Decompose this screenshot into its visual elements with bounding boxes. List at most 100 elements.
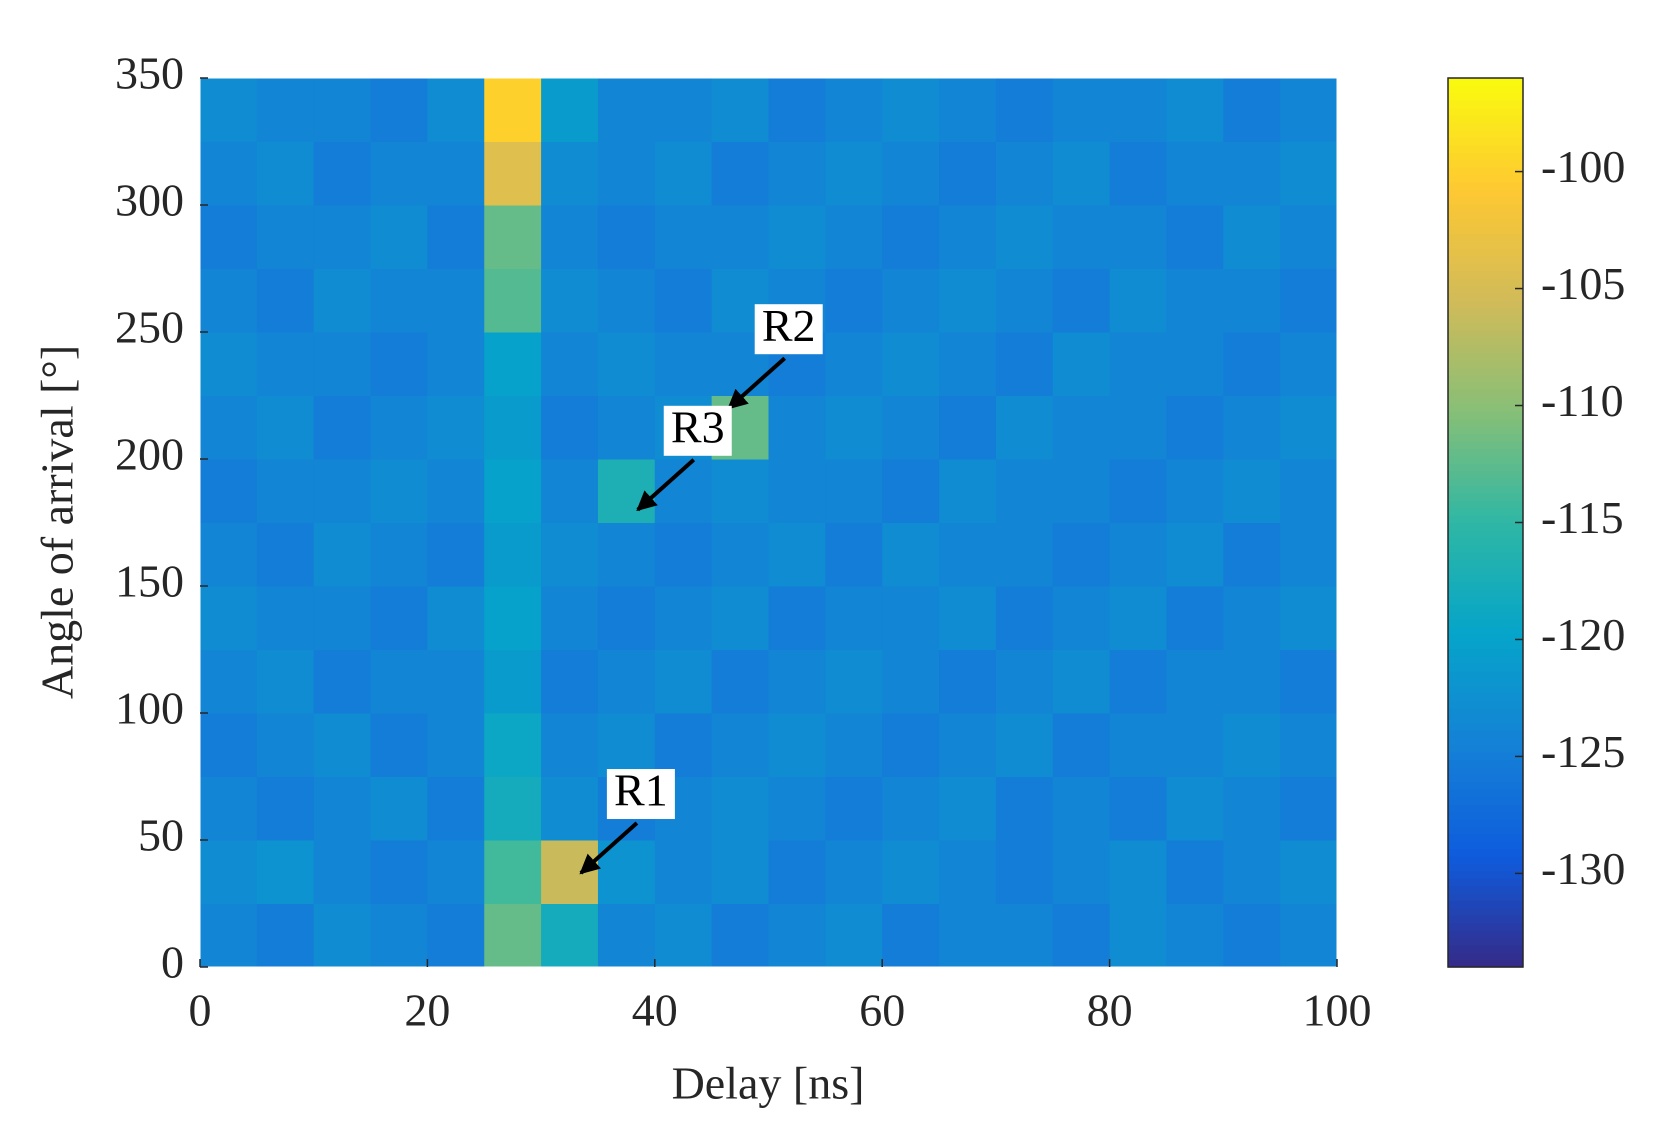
heat-cell [1109,205,1167,269]
heat-cell [597,586,656,650]
heat-cell [768,776,826,841]
heat-cell [484,776,542,841]
heat-cell [370,395,428,460]
colorbar-segment [1448,796,1523,805]
heat-cell [825,268,883,333]
colorbar-segment [1448,552,1523,561]
colorbar-segment [1448,492,1523,501]
colorbar-segment [1448,611,1523,620]
heat-cell [484,840,542,904]
heat-cell [1166,459,1224,523]
colorbar-segment [1448,455,1523,464]
heat-cell [654,78,713,142]
heat-cell [995,141,1054,206]
heat-cell [427,141,485,206]
colorbar-segment [1448,959,1523,968]
heat-cell [1223,903,1281,968]
heat-cell [427,205,485,269]
heat-cell [939,649,997,714]
heat-cell [1166,205,1224,269]
colorbar-segment [1448,559,1523,568]
heat-cell [370,78,428,142]
colorbar-segment [1448,329,1523,338]
heat-cell [939,332,997,396]
heat-cell [427,395,485,460]
heat-cell [541,459,599,523]
colorbar-segment [1448,78,1523,87]
heat-cell [1052,586,1111,650]
heat-cell [1109,78,1167,142]
heat-cell [1280,141,1338,206]
colorbar-segment [1448,248,1523,257]
plot-frame [199,77,1338,968]
heat-cell [1280,459,1338,523]
colorbar-segment [1448,678,1523,687]
y-axis-label: Angle of arrival [°] [32,345,83,699]
heat-cell [200,903,258,968]
heat-cell [484,78,542,142]
heat-cell [1223,78,1281,142]
heat-cell [711,840,769,904]
heat-cell [768,840,826,904]
heat-cell [200,205,258,269]
heat-cell [427,649,485,714]
heat-cell [1223,141,1281,206]
y-tick-label: 200 [115,429,184,480]
heat-cell [825,459,883,523]
heat-cell [370,903,428,968]
heat-cell [313,522,372,587]
heat-cell [1166,395,1224,460]
heat-cell [541,205,599,269]
heat-cell [711,776,769,841]
heat-cell [313,78,372,142]
colorbar-segment [1448,374,1523,383]
heat-cell [654,586,713,650]
heat-cell [1052,649,1111,714]
heat-cell [541,522,599,587]
heat-cell [256,903,315,968]
heat-cell [768,78,826,142]
heat-cell [1223,713,1281,777]
heat-cell [541,141,599,206]
heat-cell [1109,903,1167,968]
heat-cell [995,459,1054,523]
heat-cell [427,903,485,968]
colorbar-segment [1448,278,1523,287]
colorbar-tick-label: -105 [1541,258,1625,309]
heat-cell [370,522,428,587]
annotation-box [754,304,823,355]
colorbar-segment [1448,581,1523,590]
heat-cell [256,586,315,650]
heat-cell [1223,459,1281,523]
heat-cell [597,205,656,269]
heat-cell [882,649,940,714]
colorbar-segment [1448,944,1523,953]
heat-cell [256,459,315,523]
annotation-arrow [727,356,787,410]
heat-cell [1166,522,1224,587]
heat-cell [200,268,258,333]
colorbar-segment [1448,929,1523,938]
heat-cell [654,268,713,333]
heat-cell [1280,205,1338,269]
heat-cell [484,205,542,269]
heat-cell [654,713,713,777]
colorbar-segment [1448,529,1523,538]
heat-cell [256,776,315,841]
heat-cell [370,840,428,904]
y-tick-label: 300 [115,175,184,226]
y-tick-label: 50 [138,810,184,861]
colorbar-segment [1448,737,1523,746]
colorbar-segment [1448,337,1523,346]
colorbar-segment [1448,344,1523,353]
colorbar-segment [1448,848,1523,857]
heat-cell [313,268,372,333]
colorbar-segment [1448,589,1523,598]
heat-cell [711,205,769,269]
colorbar-tick-label: -120 [1541,609,1625,660]
colorbar-segment [1448,900,1523,909]
heat-cell [256,205,315,269]
annotation-label: R3 [671,401,725,452]
heat-cell [484,903,542,968]
heat-cell [825,776,883,841]
